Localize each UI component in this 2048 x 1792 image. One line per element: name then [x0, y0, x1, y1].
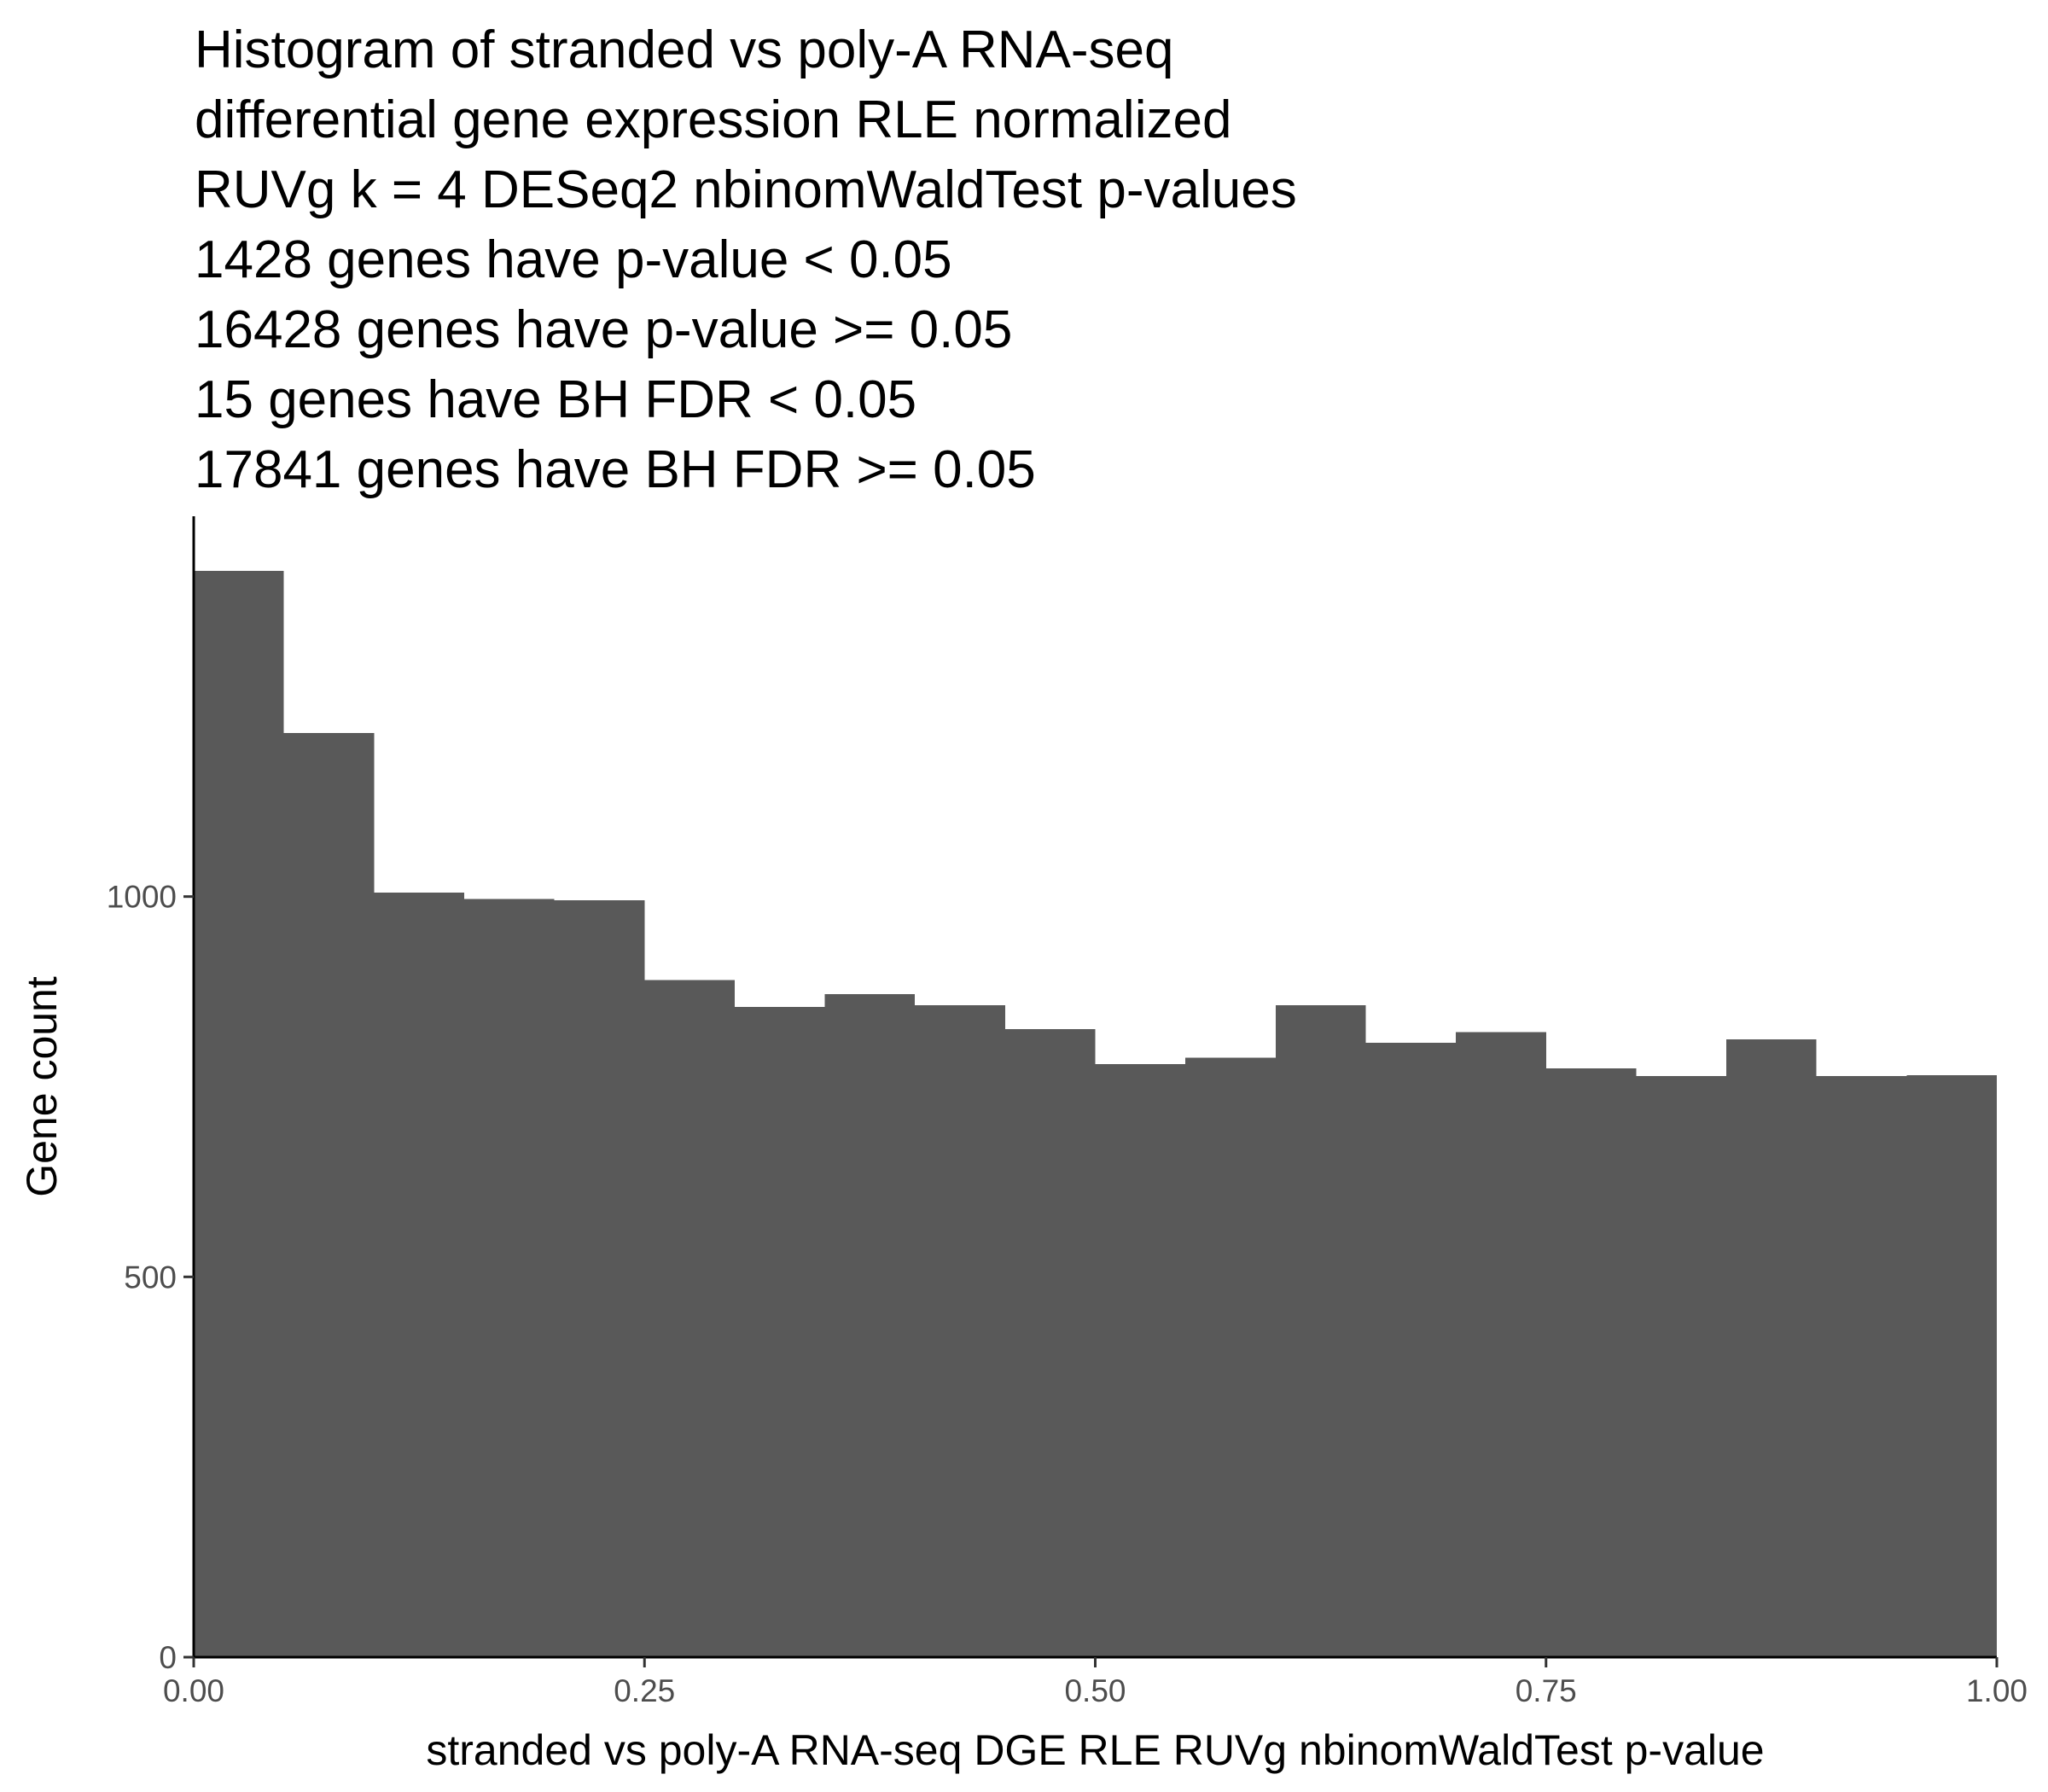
histogram-bar	[1906, 1075, 1997, 1657]
histogram-bar	[1545, 1068, 1637, 1657]
y-tick-label: 1000	[107, 880, 177, 915]
title-line: differential gene expression RLE normali…	[195, 90, 1231, 149]
histogram-bar	[554, 900, 645, 1657]
histogram-bar	[1275, 1005, 1366, 1657]
histogram-bar	[1004, 1028, 1096, 1657]
histogram-bar	[734, 1006, 825, 1657]
x-tick-label: 0.25	[614, 1673, 675, 1708]
title-line: 17841 genes have BH FDR >= 0.05	[195, 440, 1036, 499]
chart-title: Histogram of stranded vs poly-A RNA-seq d…	[195, 20, 1297, 499]
x-tick-label: 0.00	[163, 1673, 224, 1708]
histogram-bar	[1365, 1042, 1457, 1657]
histogram-bar	[194, 571, 284, 1657]
title-line: 16428 genes have p-value >= 0.05	[195, 300, 1012, 359]
y-tick-label: 0	[159, 1640, 177, 1675]
x-tick-label: 0.50	[1064, 1673, 1126, 1708]
histogram-bar	[374, 893, 464, 1657]
title-line: Histogram of stranded vs poly-A RNA-seq	[195, 20, 1173, 79]
histogram-bar	[1456, 1032, 1546, 1657]
histogram-bar	[1185, 1057, 1276, 1657]
x-axis-ticks: 0.00 0.25 0.50 0.75 1.00	[163, 1657, 2028, 1708]
histogram-bar	[1816, 1076, 1907, 1657]
x-tick-label: 0.75	[1516, 1673, 1577, 1708]
histogram-bar	[1095, 1063, 1186, 1657]
y-tick-label: 500	[124, 1260, 177, 1295]
histogram-bar	[915, 1005, 1005, 1657]
x-axis-title: stranded vs poly-A RNA-seq DGE RLE RUVg …	[426, 1726, 1764, 1774]
title-line: 15 genes have BH FDR < 0.05	[195, 370, 916, 429]
y-axis-ticks: 0 500 1000	[107, 880, 194, 1675]
title-line: RUVg k = 4 DESeq2 nbinomWaldTest p-value…	[195, 160, 1297, 219]
histogram-bar	[824, 993, 916, 1657]
title-line: 1428 genes have p-value < 0.05	[195, 230, 952, 289]
histogram-bar	[463, 899, 555, 1657]
histogram-bar	[1726, 1039, 1817, 1657]
histogram-bar	[283, 733, 375, 1657]
histogram-bar	[644, 980, 735, 1657]
histogram-bar	[1636, 1076, 1727, 1657]
histogram-bars	[194, 571, 1997, 1657]
y-axis-title: Gene count	[18, 976, 66, 1197]
x-tick-label: 1.00	[1966, 1673, 2028, 1708]
